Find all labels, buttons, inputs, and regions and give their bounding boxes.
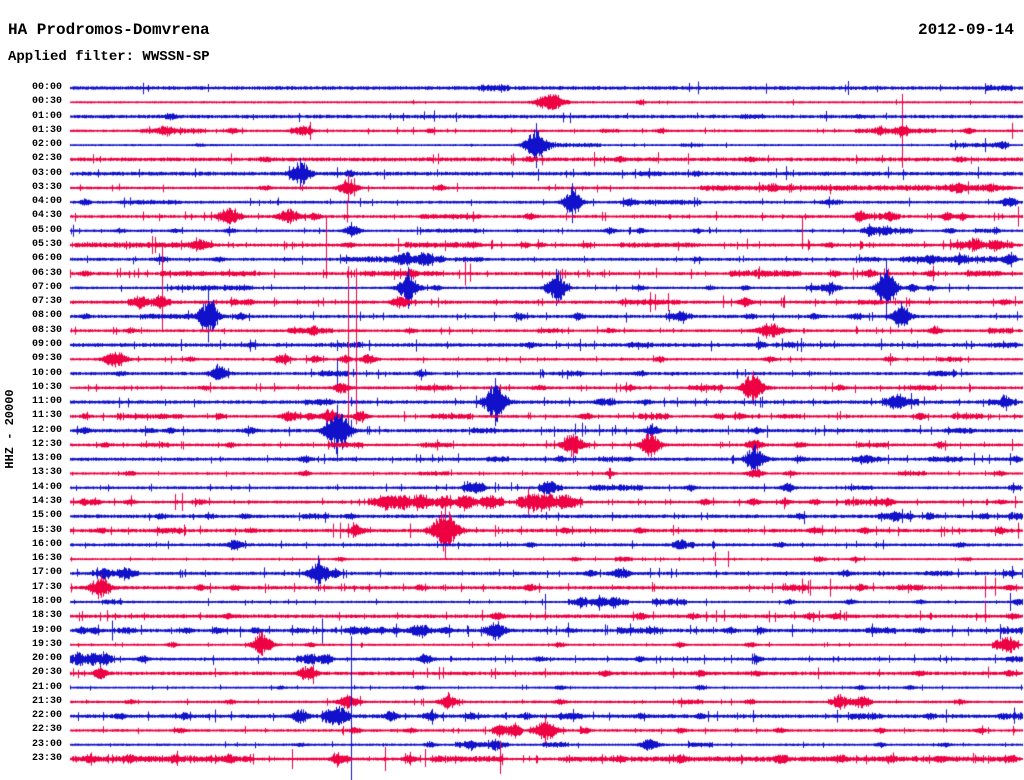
row-time-label: 08:00 [31, 310, 62, 322]
row-time-label: 03:00 [31, 167, 62, 179]
row-time-label: 07:00 [31, 281, 62, 293]
row-time-label: 00:00 [31, 82, 62, 93]
station-title: HA Prodromos-Domvrena [8, 21, 210, 39]
row-time-label: 04:30 [31, 210, 62, 222]
row-time-label: 09:00 [31, 338, 62, 350]
row-time-label: 13:00 [31, 453, 62, 465]
row-time-label: 12:30 [31, 438, 62, 450]
row-time-label: 20:30 [31, 667, 62, 679]
row-time-label: 15:30 [31, 524, 62, 536]
row-time-label: 22:00 [31, 710, 62, 722]
row-time-label: 01:00 [31, 110, 62, 122]
row-time-label: 14:00 [31, 481, 62, 493]
row-time-label: 06:30 [31, 267, 62, 279]
row-time-label: 10:30 [31, 381, 62, 393]
row-time-label: 09:30 [31, 353, 62, 365]
row-time-label: 16:00 [31, 538, 62, 550]
row-time-label: 23:00 [31, 738, 62, 750]
row-time-label: 03:30 [31, 181, 62, 193]
row-time-label: 14:30 [31, 496, 62, 508]
row-time-label: 16:30 [31, 553, 62, 565]
row-time-label: 02:30 [31, 153, 62, 165]
row-time-label: 01:30 [31, 124, 62, 136]
row-time-label: 00:30 [31, 96, 62, 108]
row-time-label: 22:30 [31, 724, 62, 736]
row-time-label: 19:30 [31, 638, 62, 650]
row-time-label: 08:30 [31, 324, 62, 336]
row-time-label: 20:00 [31, 653, 62, 665]
row-time-label: 07:30 [31, 296, 62, 308]
row-time-label: 10:00 [31, 367, 62, 379]
row-time-label: 06:00 [31, 253, 62, 265]
row-time-label: 18:00 [31, 595, 62, 607]
row-time-label: 21:30 [31, 695, 62, 707]
row-time-label: 15:00 [31, 510, 62, 522]
row-time-label: 21:00 [31, 681, 62, 693]
row-time-label: 05:30 [31, 239, 62, 251]
row-time-label: 17:00 [31, 567, 62, 579]
row-time-label: 17:30 [31, 581, 62, 593]
row-time-label: 04:00 [31, 196, 62, 208]
row-time-label: 05:00 [31, 224, 62, 236]
row-time-label: 18:30 [31, 610, 62, 622]
filter-label: Applied filter: WWSSN-SP [8, 49, 210, 65]
row-time-label: 11:30 [31, 410, 62, 422]
row-time-label: 11:00 [31, 396, 62, 408]
row-time-label: 02:00 [31, 139, 62, 151]
row-time-label: 23:30 [31, 753, 62, 765]
row-time-label: 13:30 [31, 467, 62, 479]
row-time-label: 12:00 [31, 424, 62, 436]
row-time-label: 19:00 [31, 624, 62, 636]
record-date: 2012-09-14 [917, 21, 1014, 39]
